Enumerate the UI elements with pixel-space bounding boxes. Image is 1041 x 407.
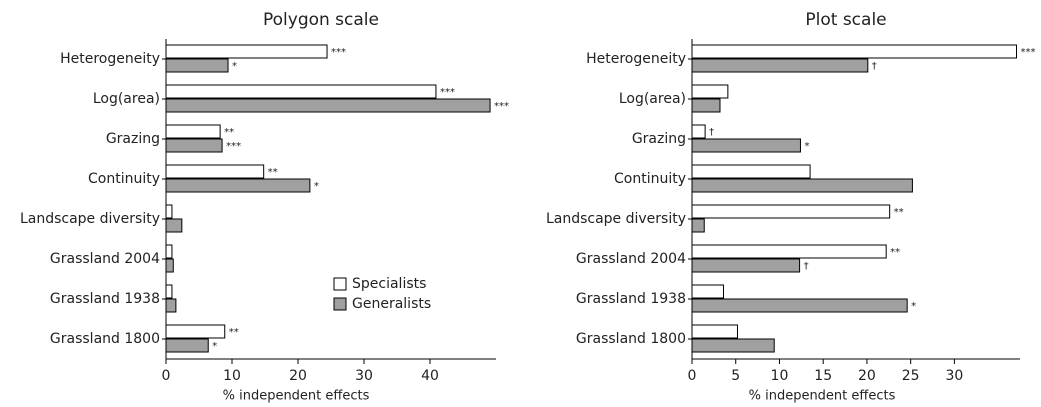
x-tick-label: 10 (223, 368, 241, 384)
significance-label: * (314, 181, 319, 192)
bar (165, 124, 221, 139)
significance-label: * (911, 301, 916, 312)
x-tick-label: 15 (814, 368, 832, 384)
bar (691, 324, 738, 339)
significance-label: ** (890, 247, 900, 258)
y-tick-label: Grassland 2004 (576, 251, 686, 267)
bar (165, 284, 173, 299)
x-axis-label: % independent effects (223, 389, 370, 404)
bar (165, 164, 265, 179)
bar (691, 124, 706, 139)
y-tick-label: Continuity (88, 171, 160, 187)
y-tick-label: Log(area) (93, 91, 160, 107)
x-tick-label: 5 (731, 368, 740, 384)
bar (691, 338, 775, 353)
bar (691, 258, 801, 273)
bar (165, 258, 174, 273)
x-tick-label: 30 (355, 368, 373, 384)
bar (165, 218, 183, 233)
significance-label: * (804, 141, 809, 152)
legend-label: Specialists (352, 276, 426, 292)
significance-label: † (709, 127, 714, 138)
bar (691, 164, 811, 179)
bar (165, 338, 209, 353)
y-tick-label: Log(area) (619, 91, 686, 107)
bar (165, 324, 226, 339)
bar (691, 44, 1018, 59)
bar (165, 138, 223, 153)
y-tick-label: Heterogeneity (60, 51, 160, 67)
bar (691, 244, 887, 259)
bar (691, 204, 891, 219)
bar (691, 218, 705, 233)
y-tick-label: Grazing (106, 131, 160, 147)
y-tick-label: Continuity (614, 171, 686, 187)
significance-label: † (872, 61, 877, 72)
significance-label: *** (494, 101, 509, 112)
significance-label: † (804, 261, 809, 272)
x-tick-label: 25 (902, 368, 920, 384)
y-tick-label: Grassland 1800 (576, 331, 686, 347)
bar (691, 178, 913, 193)
chart-title: Polygon scale (263, 10, 379, 30)
bar (165, 58, 229, 73)
y-tick-label: Landscape diversity (546, 211, 686, 227)
y-tick-label: Grassland 1938 (576, 291, 686, 307)
x-tick-label: 20 (289, 368, 307, 384)
x-tick-label: 30 (945, 368, 963, 384)
bar (165, 298, 177, 313)
significance-label: * (232, 61, 237, 72)
significance-label: ** (224, 127, 234, 138)
legend-swatch (333, 277, 347, 291)
bar (691, 138, 801, 153)
significance-label: *** (331, 47, 346, 58)
significance-label: *** (1021, 47, 1036, 58)
legend-swatch (333, 297, 347, 311)
significance-label: ** (268, 167, 278, 178)
significance-label: *** (226, 141, 241, 152)
y-tick-label: Grassland 2004 (50, 251, 160, 267)
x-tick-label: 0 (162, 368, 171, 384)
x-tick-label: 0 (688, 368, 697, 384)
x-tick-label: 10 (771, 368, 789, 384)
significance-label: ** (229, 327, 239, 338)
significance-label: ** (894, 207, 904, 218)
bar (691, 284, 724, 299)
legend-label: Generalists (352, 296, 431, 312)
bar (165, 44, 328, 59)
bar (691, 98, 721, 113)
significance-label: * (212, 341, 217, 352)
y-tick-label: Grazing (632, 131, 686, 147)
x-tick-label: 40 (421, 368, 439, 384)
bar (691, 58, 869, 73)
y-tick-label: Heterogeneity (586, 51, 686, 67)
y-tick-label: Landscape diversity (20, 211, 160, 227)
bar (165, 84, 437, 99)
x-axis-label: % independent effects (749, 389, 896, 404)
y-tick-label: Grassland 1800 (50, 331, 160, 347)
bar (165, 98, 491, 113)
bar (165, 204, 173, 219)
x-tick-label: 20 (858, 368, 876, 384)
significance-label: *** (440, 87, 455, 98)
bar (165, 178, 311, 193)
bar (691, 84, 729, 99)
y-tick-label: Grassland 1938 (50, 291, 160, 307)
bar (691, 298, 908, 313)
chart-title: Plot scale (805, 10, 886, 30)
bar (165, 244, 173, 259)
